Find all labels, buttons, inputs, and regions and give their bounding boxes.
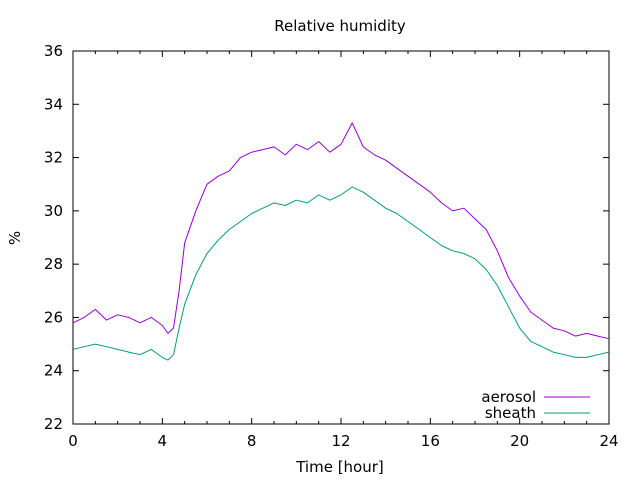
x-tick-label: 12	[331, 432, 350, 450]
series-line-sheath	[72, 186, 610, 361]
x-tick-label: 24	[599, 432, 618, 450]
x-tick-label: 20	[510, 432, 529, 450]
y-tick-label: 30	[44, 202, 63, 220]
y-tick-label: 26	[44, 308, 63, 326]
chart-title: Relative humidity	[274, 17, 406, 35]
x-axis-label: Time [hour]	[295, 458, 384, 476]
y-axis-label: %	[6, 231, 24, 245]
x-tick-label: 8	[247, 432, 257, 450]
y-tick-label: 28	[44, 255, 63, 273]
y-tick-label: 34	[44, 95, 63, 113]
y-tick-label: 24	[44, 362, 63, 380]
legend-label-sheath: sheath	[485, 404, 536, 422]
x-tick-label: 0	[68, 432, 78, 450]
legend-label-aerosol: aerosol	[481, 388, 536, 406]
plot-frame	[72, 50, 610, 425]
y-tick-label: 36	[44, 42, 63, 60]
x-tick-label: 4	[158, 432, 168, 450]
axes: 0 4 8 12 16 20 24 22 24 26 28 30 32 34 36	[44, 42, 619, 450]
series-lines	[72, 122, 610, 361]
y-tick-label: 22	[44, 415, 63, 433]
series-line-aerosol	[72, 122, 610, 340]
y-tick-label: 32	[44, 149, 63, 167]
x-tick-label: 16	[421, 432, 440, 450]
